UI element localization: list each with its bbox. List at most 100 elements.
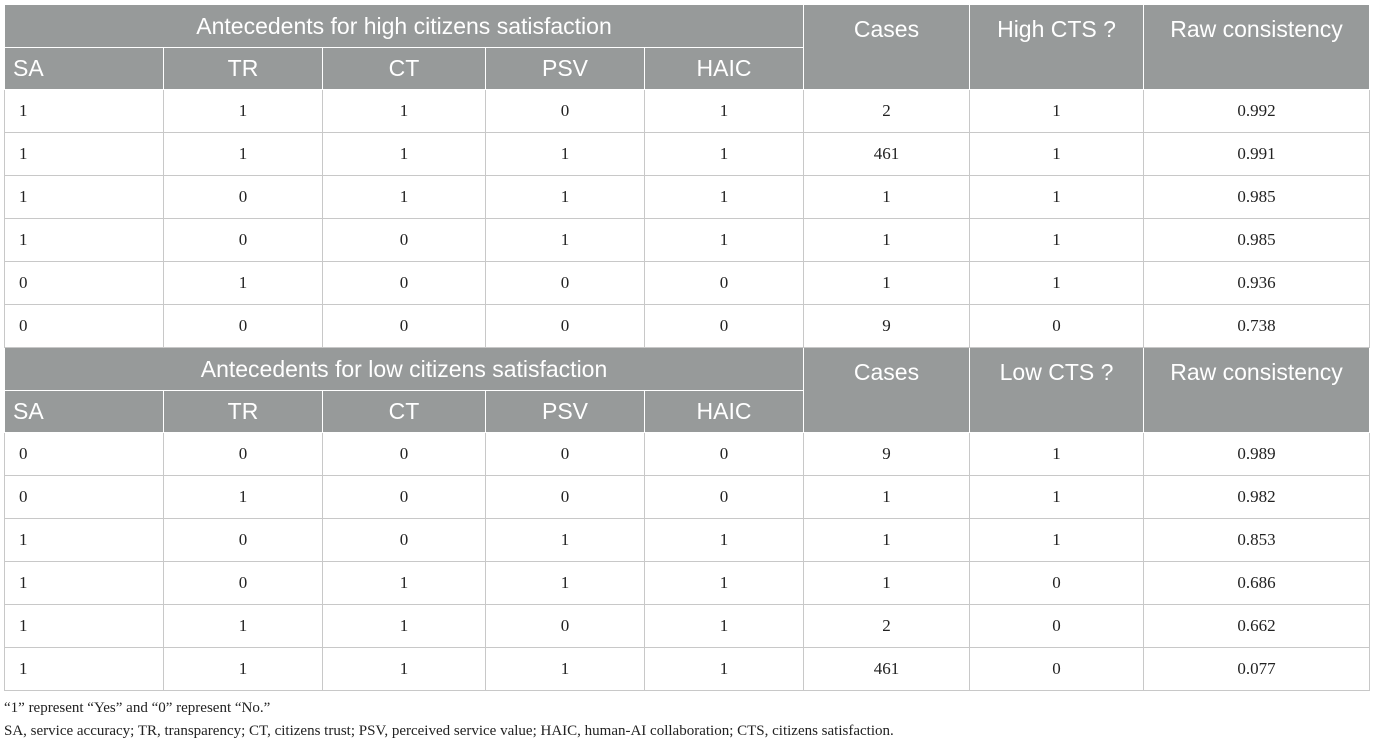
table-cell: 0 (322, 475, 486, 519)
table-cell: 1 (322, 175, 486, 219)
table-cell: 0.985 (1143, 175, 1371, 219)
table-cell: 1 (4, 518, 164, 562)
table-cell: 0 (485, 304, 645, 348)
table-cell: 1 (322, 89, 486, 133)
table-cell: 0 (643, 475, 805, 519)
table-cell: 0 (485, 432, 645, 476)
high-consistency-header: Raw consistency (1143, 4, 1371, 90)
table-cell: 0.853 (1143, 518, 1371, 562)
table-footnotes: “1” represent “Yes” and “0” represent “N… (4, 697, 1369, 743)
table-cell: 0 (163, 304, 323, 348)
table-cell: 1 (4, 561, 164, 605)
table-cell: 461 (803, 132, 971, 176)
high-col-ct: CT (322, 47, 486, 90)
table-row: 1 1 1 1 1 461 1 0.991 (4, 132, 1371, 176)
table-cell: 1 (322, 132, 486, 176)
high-col-haic: HAIC (643, 47, 805, 90)
table-cell: 0 (969, 647, 1145, 691)
table-cell: 0 (4, 261, 164, 305)
table-cell: 9 (803, 432, 971, 476)
table-cell: 1 (4, 132, 164, 176)
table-cell: 1 (643, 561, 805, 605)
table-cell: 1 (643, 132, 805, 176)
table-cell: 1 (4, 218, 164, 262)
table-cell: 0.991 (1143, 132, 1371, 176)
table-cell: 1 (4, 604, 164, 648)
table-cell: 0 (322, 261, 486, 305)
table-cell: 0 (322, 218, 486, 262)
table-row: 1 0 1 1 1 1 0 0.686 (4, 561, 1371, 605)
table-cell: 1 (322, 647, 486, 691)
table-row: 1 0 1 1 1 1 1 0.985 (4, 175, 1371, 219)
table-cell: 0 (485, 89, 645, 133)
table-cell: 0 (643, 304, 805, 348)
table-cell: 1 (643, 89, 805, 133)
low-outcome-header: Low CTS ? (969, 347, 1145, 433)
table-cell: 1 (485, 518, 645, 562)
low-consistency-header: Raw consistency (1143, 347, 1371, 433)
high-outcome-header: High CTS ? (969, 4, 1145, 90)
table-cell: 1 (163, 604, 323, 648)
table-cell: 1 (485, 218, 645, 262)
table-cell: 461 (803, 647, 971, 691)
table-cell: 0 (322, 432, 486, 476)
table-row: 0 0 0 0 0 9 0 0.738 (4, 304, 1371, 348)
table-cell: 0 (163, 432, 323, 476)
low-cases-header: Cases (803, 347, 971, 433)
low-col-psv: PSV (485, 390, 645, 433)
table-cell: 1 (803, 175, 971, 219)
table-cell: 1 (803, 518, 971, 562)
table-cell: 1 (969, 475, 1145, 519)
table-cell: 0 (485, 604, 645, 648)
table-cell: 0 (163, 218, 323, 262)
table-cell: 0 (969, 561, 1145, 605)
table-cell: 1 (969, 218, 1145, 262)
low-col-ct: CT (322, 390, 486, 433)
table-row: 1 0 0 1 1 1 1 0.985 (4, 218, 1371, 262)
table-cell: 1 (803, 218, 971, 262)
table-cell: 1 (969, 518, 1145, 562)
table-cell: 0 (969, 604, 1145, 648)
table-cell: 0 (163, 175, 323, 219)
high-section-header: Antecedents for high citizens satisfacti… (3, 4, 1371, 90)
table-cell: 0 (969, 304, 1145, 348)
table-cell: 0 (322, 304, 486, 348)
low-section-header: Antecedents for low citizens satisfactio… (3, 347, 1371, 433)
table-cell: 1 (322, 604, 486, 648)
low-section-body: 0 0 0 0 0 9 1 0.989 0 1 0 0 0 1 1 0.982 1 0 0 1 1 1 1 0.853 1 0 1 1… (4, 432, 1371, 691)
table-row: 0 1 0 0 0 1 1 0.982 (4, 475, 1371, 519)
table-cell: 1 (163, 132, 323, 176)
footnote-coding: “1” represent “Yes” and “0” represent “N… (4, 700, 271, 716)
table-row: 1 0 0 1 1 1 1 0.853 (4, 518, 1371, 562)
table-cell: 1 (803, 561, 971, 605)
table-cell: 1 (485, 647, 645, 691)
truth-table: Antecedents for high citizens satisfacti… (3, 4, 1371, 691)
table-cell: 1 (163, 89, 323, 133)
table-cell: 0.738 (1143, 304, 1371, 348)
high-section-body: 1 1 1 0 1 2 1 0.992 1 1 1 1 1 461 1 0.991 1 0 1 1 1 1 1 0.985 1 0… (4, 89, 1371, 348)
table-cell: 1 (643, 175, 805, 219)
table-row: 1 1 1 0 1 2 1 0.992 (4, 89, 1371, 133)
table-cell: 1 (4, 89, 164, 133)
footnote-abbreviations: SA, service accuracy; TR, transparency; … (4, 723, 894, 739)
high-group-title: Antecedents for high citizens satisfacti… (3, 4, 805, 48)
table-cell: 1 (4, 647, 164, 691)
table-cell: 0.662 (1143, 604, 1371, 648)
table-cell: 0 (322, 518, 486, 562)
table-cell: 0.985 (1143, 218, 1371, 262)
table-cell: 1 (4, 175, 164, 219)
table-cell: 0 (163, 561, 323, 605)
table-cell: 2 (803, 89, 971, 133)
table-cell: 0 (4, 475, 164, 519)
table-row: 1 1 1 0 1 2 0 0.662 (4, 604, 1371, 648)
table-cell: 1 (163, 475, 323, 519)
table-cell: 0 (4, 304, 164, 348)
high-col-sa: SA (4, 47, 164, 90)
table-cell: 0.982 (1143, 475, 1371, 519)
table-cell: 1 (643, 604, 805, 648)
low-col-tr: TR (163, 390, 323, 433)
table-row: 0 0 0 0 0 9 1 0.989 (4, 432, 1371, 476)
truth-table-container: Antecedents for high citizens satisfacti… (3, 4, 1371, 743)
table-cell: 0 (4, 432, 164, 476)
table-row: 0 1 0 0 0 1 1 0.936 (4, 261, 1371, 305)
